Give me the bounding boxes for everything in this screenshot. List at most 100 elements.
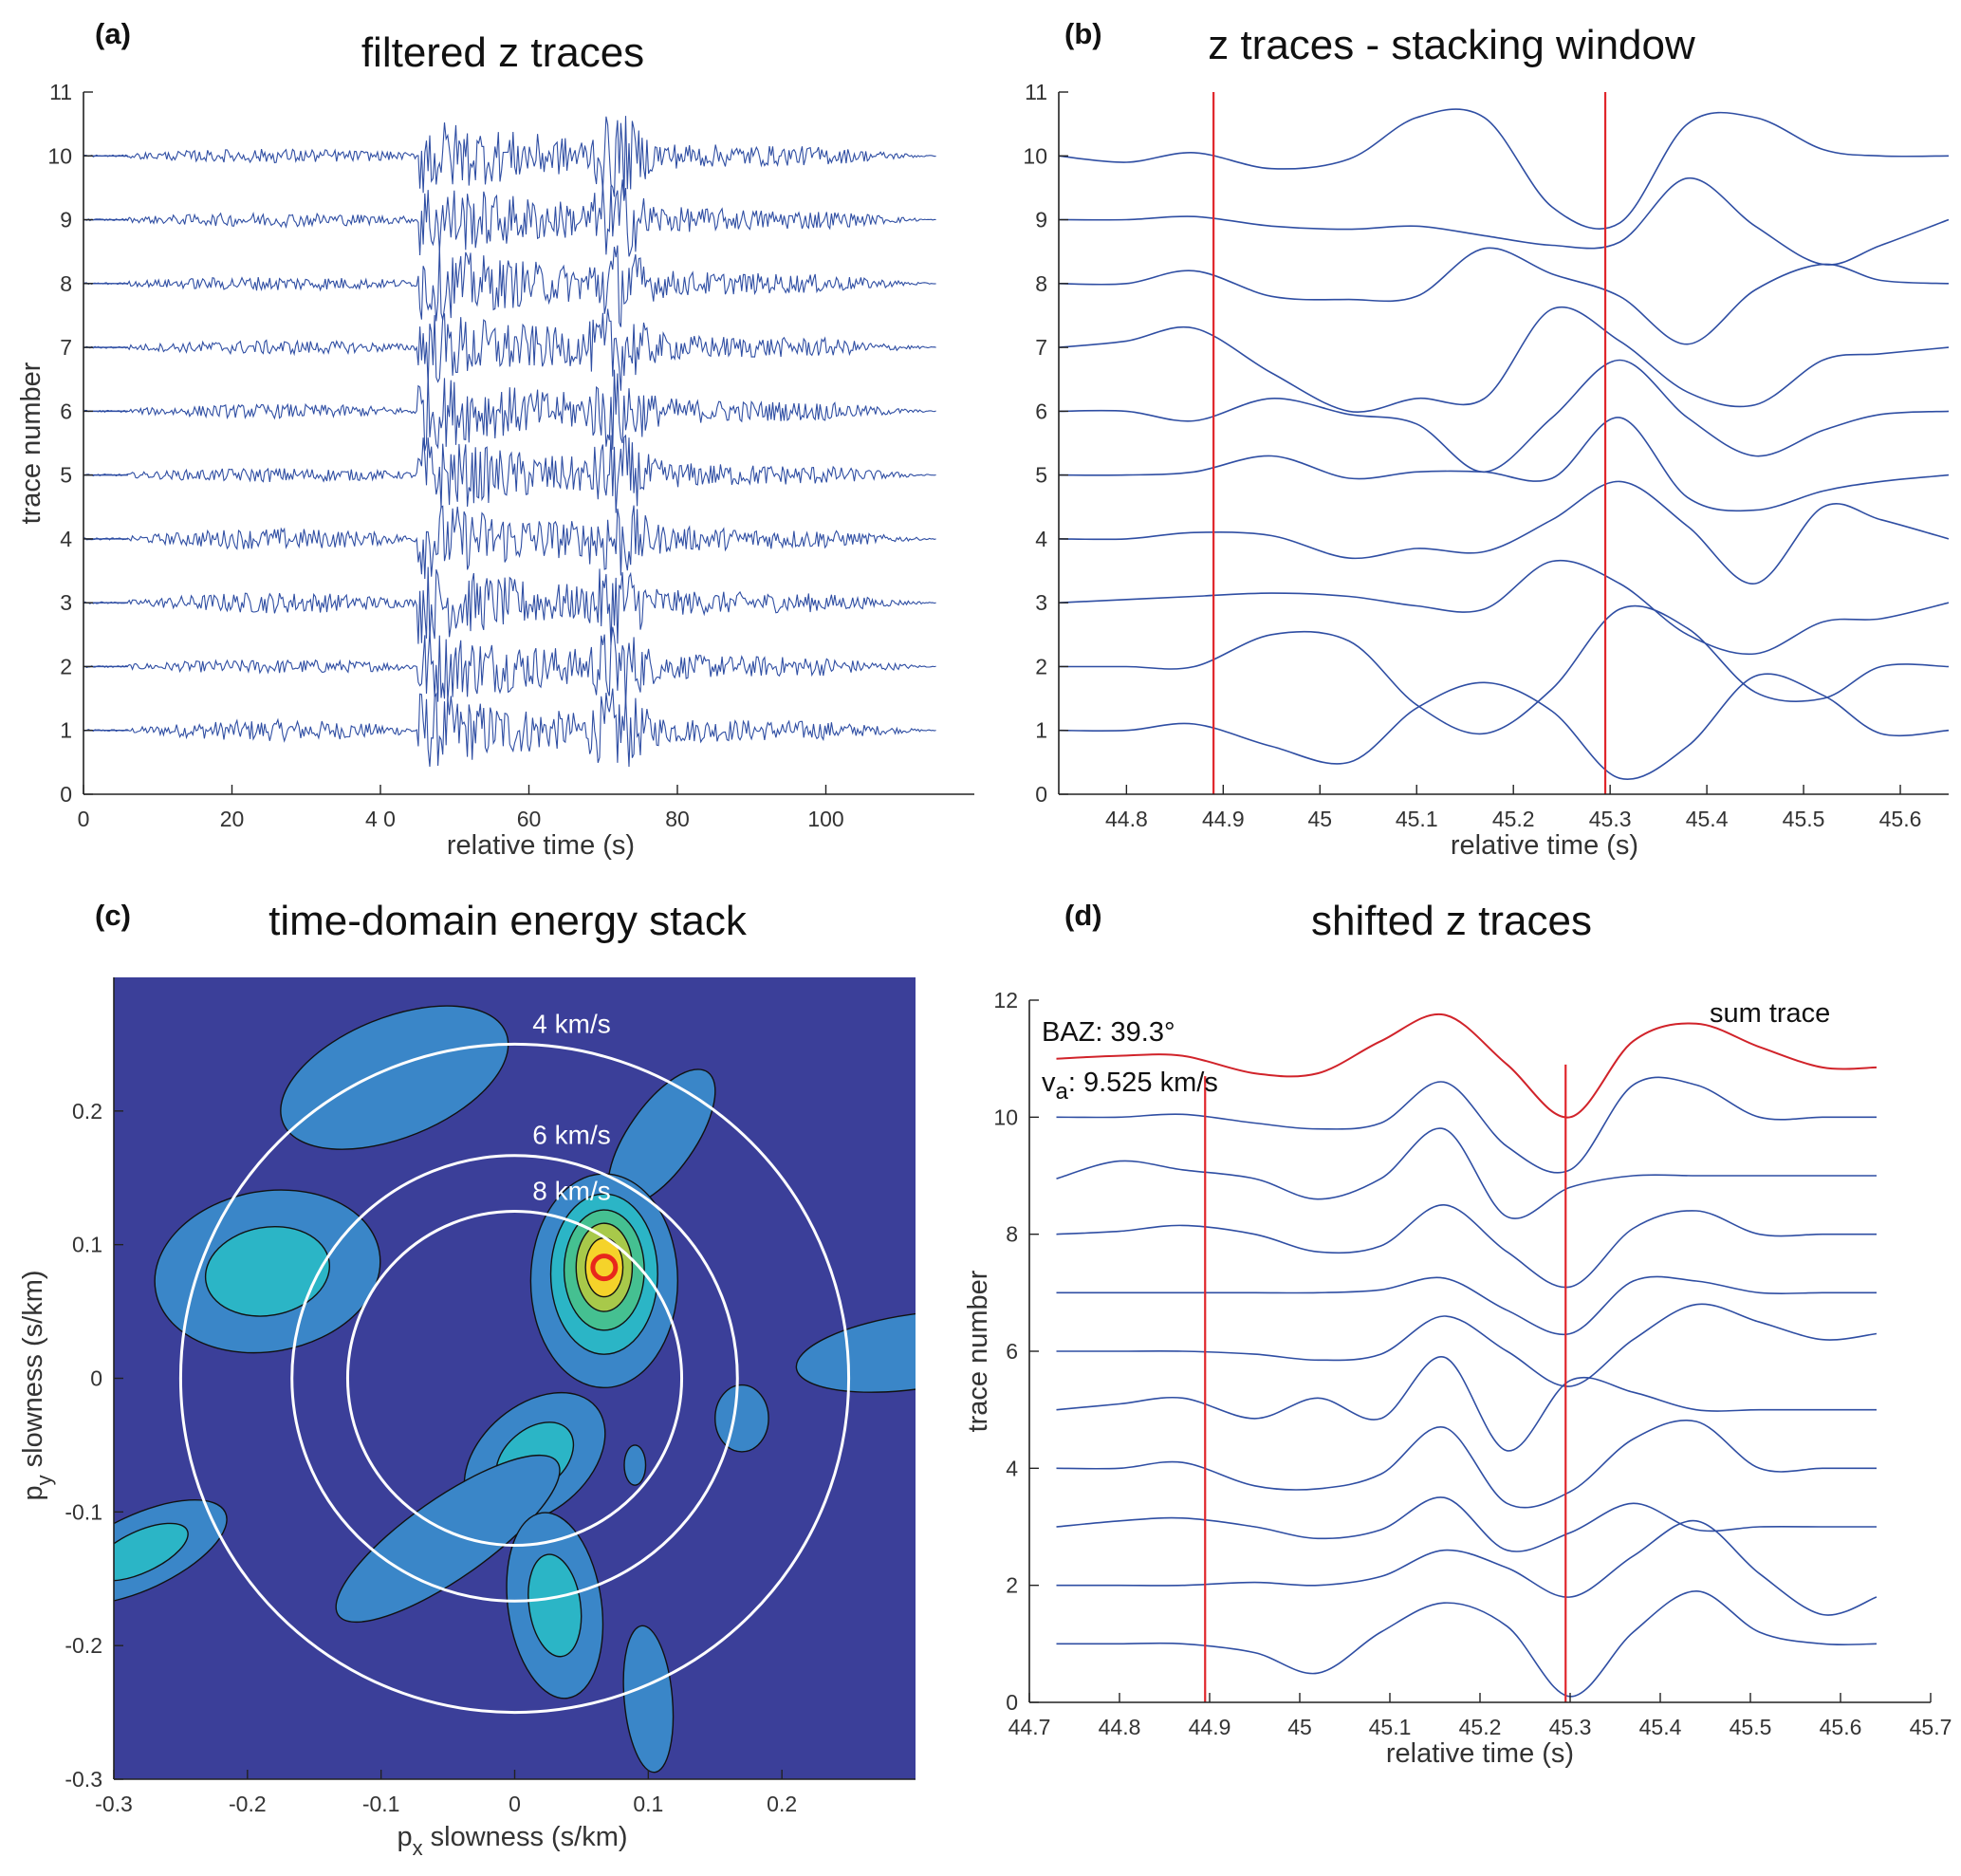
y-tick-label: 8	[60, 271, 72, 296]
panel-a-x-label: relative time (s)	[447, 830, 635, 861]
panel-a-letter: (a)	[95, 17, 131, 50]
px-symbol: p	[397, 1822, 412, 1852]
energy-contour-8-level-2	[114, 1522, 189, 1582]
y-tick-label: 9	[1035, 208, 1047, 232]
apparent-velocity-annotation: va: 9.525 km/s	[1042, 1068, 1218, 1105]
panel-a-traces	[83, 116, 936, 768]
y-tick-label: -0.2	[65, 1633, 102, 1658]
x-tick-label: 0	[509, 1792, 521, 1816]
shifted-trace-9	[1056, 1127, 1877, 1219]
x-tick-label: 44.8	[1105, 807, 1148, 831]
panel-d-x-label: relative time (s)	[1386, 1738, 1574, 1769]
y-tick-label: 8	[1035, 271, 1047, 296]
x-tick-label: 45.5	[1783, 807, 1825, 831]
trace-7	[83, 308, 936, 391]
velocity-ring-labels: 4 km/s 6 km/s 8 km/s	[532, 1009, 610, 1205]
x-tick-label: 0.1	[633, 1792, 663, 1816]
px-subscript: x	[413, 1836, 423, 1860]
panel-c-x-label: px slowness (s/km)	[397, 1822, 627, 1860]
py-label-rest: slowness (s/km)	[18, 1270, 48, 1475]
panel-b-letter: (b)	[1064, 17, 1102, 50]
y-tick-label: 3	[1035, 590, 1047, 615]
x-tick-label: 45.6	[1820, 1715, 1862, 1739]
x-tick-label: 60	[517, 807, 542, 831]
x-tick-label: 80	[665, 807, 690, 831]
va-symbol: v	[1042, 1068, 1056, 1098]
y-tick-label: 0	[60, 782, 72, 807]
velocity-ring-label-2: 6 km/s	[532, 1121, 610, 1150]
y-tick-label: 11	[1025, 80, 1047, 104]
velocity-ring-1	[178, 1042, 851, 1715]
x-tick-label: 45.1	[1396, 807, 1438, 831]
panel-d-title: shifted z traces	[1311, 898, 1592, 944]
energy-contour-5-level-1	[335, 1454, 561, 1624]
energy-contour-9-level-1	[795, 1309, 916, 1393]
y-tick-label: 5	[60, 463, 72, 488]
y-tick-label: 7	[1035, 335, 1047, 360]
baz-annotation: BAZ: 39.3°	[1042, 1017, 1175, 1048]
panel-d-y-ticks: 0 2 4 6 8 10 12	[993, 988, 1039, 1715]
panel-d-traces	[1056, 1012, 1878, 1702]
energy-contour-1-level-2	[204, 1225, 330, 1317]
y-tick-label: 9	[60, 208, 72, 232]
y-tick-label: 1	[60, 718, 72, 743]
energy-contour-7-level-1	[622, 1625, 675, 1774]
y-tick-label: 6	[1006, 1339, 1018, 1364]
y-tick-label: -0.1	[65, 1499, 102, 1524]
velocity-rings	[178, 1042, 851, 1715]
trace-3	[1059, 559, 1949, 656]
shifted-trace-4	[1056, 1420, 1877, 1509]
x-tick-label: 44.8	[1099, 1715, 1141, 1739]
energy-contour-10-level-1	[714, 1384, 769, 1453]
px-label-rest: slowness (s/km)	[423, 1822, 628, 1852]
trace-8	[83, 245, 936, 327]
x-tick-label: -0.1	[362, 1792, 400, 1816]
trace-1	[1059, 673, 1949, 781]
y-tick-label: 0	[1035, 782, 1047, 807]
x-tick-label: 44.9	[1202, 807, 1245, 831]
panel-b: (b) z traces - stacking window 44.8 44.9 4…	[1023, 17, 1949, 861]
panel-c-y-label: py slowness (s/km)	[18, 1270, 56, 1500]
sum-trace-label: sum trace	[1710, 998, 1830, 1029]
panel-c: (c) time-domain energy stack 4 km/s 6 km/…	[18, 898, 916, 1860]
panel-b-traces	[1059, 92, 1949, 794]
y-tick-label: 7	[60, 335, 72, 360]
x-tick-label: 45.2	[1492, 807, 1535, 831]
velocity-ring-label-1: 4 km/s	[532, 1009, 610, 1038]
shifted-trace-7	[1056, 1275, 1877, 1336]
x-tick-label: 100	[807, 807, 843, 831]
panel-d-x-ticks: 44.7 44.8 44.9 45 45.1 45.2 45.3 45.4 45.5 45.6 45…	[1008, 1693, 1952, 1739]
trace-6	[83, 369, 936, 452]
x-tick-label: 44.9	[1189, 1715, 1231, 1739]
x-tick-label: 45.4	[1686, 807, 1729, 831]
y-tick-label: 6	[60, 399, 72, 423]
y-tick-label: 0	[90, 1366, 102, 1391]
shifted-trace-2	[1056, 1519, 1878, 1616]
shifted-trace-10	[1056, 1076, 1877, 1174]
y-tick-label: 5	[1035, 463, 1047, 488]
x-tick-label: 45.3	[1549, 1715, 1592, 1739]
trace-6	[1059, 359, 1949, 474]
panel-a-y-label: trace number	[16, 362, 46, 524]
y-tick-label: 4	[1035, 527, 1047, 551]
energy-contour-11-level-1	[623, 1444, 647, 1486]
y-tick-label: 11	[49, 80, 72, 104]
y-tick-label: 2	[60, 654, 72, 678]
energy-contours	[114, 1005, 916, 1774]
panel-a-title: filtered z traces	[361, 29, 644, 76]
energy-background	[114, 977, 916, 1779]
va-value: : 9.525 km/s	[1068, 1068, 1218, 1098]
x-tick-label: 0	[78, 807, 90, 831]
trace-4	[1059, 480, 1949, 585]
x-tick-label: -0.3	[95, 1792, 133, 1816]
py-symbol: p	[18, 1485, 48, 1500]
x-tick-label: 44.7	[1008, 1715, 1051, 1739]
trace-9	[1059, 176, 1949, 266]
shifted-trace-6	[1056, 1303, 1878, 1387]
trace-2	[83, 626, 936, 707]
x-tick-label: -0.2	[229, 1792, 267, 1816]
panel-d-letter: (d)	[1064, 899, 1102, 932]
x-tick-label: 45.7	[1910, 1715, 1952, 1739]
trace-9	[83, 179, 936, 257]
